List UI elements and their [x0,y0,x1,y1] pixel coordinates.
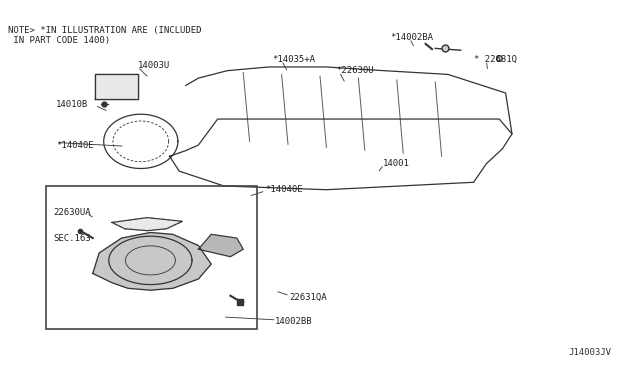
Text: *14002BA: *14002BA [390,33,433,42]
Polygon shape [93,232,211,290]
Text: SEC.163: SEC.163 [53,234,91,243]
Polygon shape [112,218,182,231]
Polygon shape [95,74,138,99]
Polygon shape [198,234,243,257]
Text: 14003U: 14003U [138,61,170,70]
Text: NOTE> *IN ILLUSTRATION ARE (INCLUDED
 IN PART CODE 1400): NOTE> *IN ILLUSTRATION ARE (INCLUDED IN … [8,26,201,45]
Text: *14035+A: *14035+A [272,55,315,64]
Bar [46,186,257,329]
Text: J14003JV: J14003JV [568,348,611,357]
Text: 14001: 14001 [383,159,410,168]
Text: 22630UA: 22630UA [53,208,91,217]
Polygon shape [109,236,192,285]
Text: *22630U: *22630U [336,66,374,75]
Text: * 22631Q: * 22631Q [474,55,516,64]
Text: *14040E: *14040E [266,185,303,194]
Text: *14040E: *14040E [56,141,94,150]
Text: 14002BB: 14002BB [275,317,313,326]
Text: 14010B: 14010B [56,100,88,109]
Text: 22631QA: 22631QA [289,293,327,302]
